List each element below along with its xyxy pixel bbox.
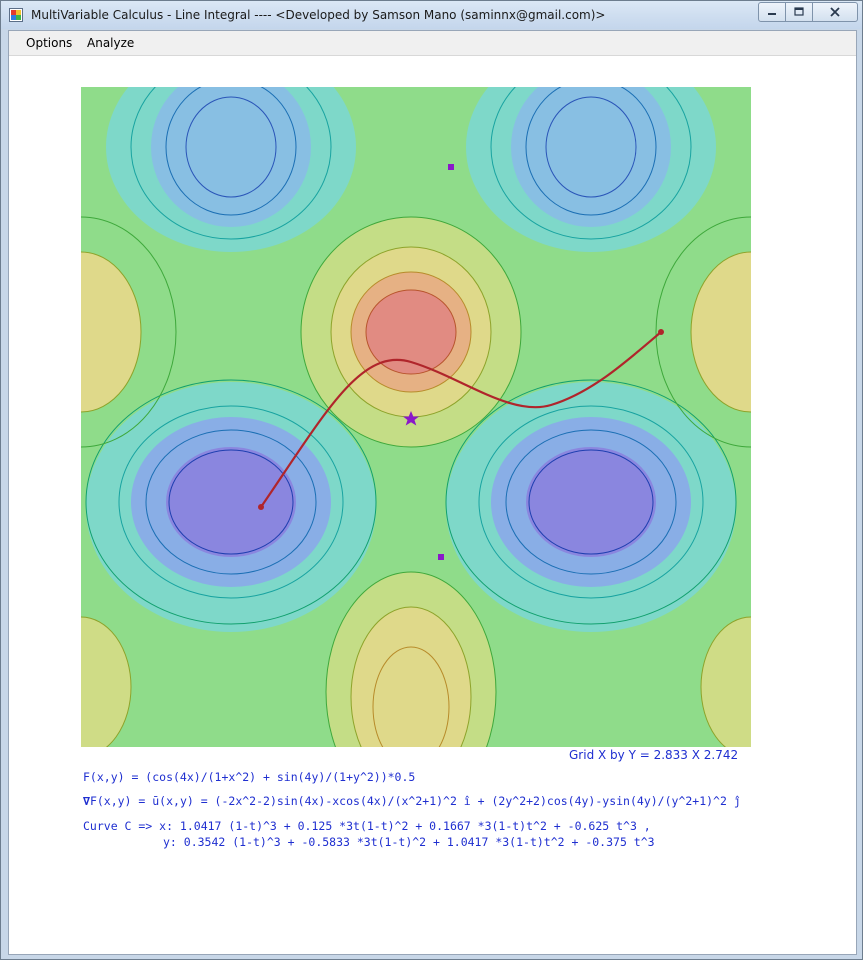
curve-end-point[interactable] — [658, 329, 664, 335]
contour-line — [81, 216, 177, 448]
star-marker[interactable] — [403, 411, 419, 426]
title-bar[interactable]: MultiVariable Calculus - Line Integral -… — [1, 1, 862, 29]
contour-line — [350, 606, 472, 747]
contour-region — [691, 252, 751, 412]
contour-line — [655, 216, 751, 448]
control-point-marker[interactable] — [438, 554, 444, 560]
close-icon — [830, 7, 840, 17]
window-title: MultiVariable Calculus - Line Integral -… — [31, 8, 606, 22]
contour-line — [118, 405, 344, 599]
contour-line — [145, 429, 317, 575]
contour-line — [490, 87, 692, 240]
function-formula: F(x,y) = (cos(4x)/(1+x^2) + sin(4y)/(1+y… — [83, 770, 416, 784]
contour-line — [165, 87, 297, 216]
contour-line — [85, 379, 377, 625]
gradient-formula: ∇F(x,y) = ū(x,y) = (-2x^2-2)sin(4x)-xcos… — [83, 794, 741, 808]
contour-line — [528, 449, 654, 555]
contour-line — [300, 216, 522, 448]
app-icon — [9, 8, 23, 22]
menu-bar: Options Analyze — [9, 31, 856, 56]
contour-region — [351, 607, 471, 747]
menu-analyze[interactable]: Analyze — [87, 36, 135, 50]
contour-region — [366, 290, 456, 374]
contour-region — [81, 617, 131, 747]
control-point-marker[interactable] — [448, 164, 454, 170]
contour-line — [505, 429, 677, 575]
contour-line — [525, 87, 657, 216]
client-area: Options Analyze — [8, 30, 857, 955]
contour-line — [185, 96, 277, 198]
curve-path — [260, 331, 662, 508]
contour-region — [166, 447, 296, 557]
contour-line — [325, 571, 497, 747]
curve-start-point[interactable] — [258, 504, 264, 510]
contour-line — [81, 616, 132, 747]
contour-region — [151, 87, 311, 227]
contour-line — [350, 271, 472, 393]
contour-line — [372, 646, 450, 747]
menu-options[interactable]: Options — [26, 36, 73, 50]
nabla-symbol: ∇ — [83, 794, 90, 808]
grid-info-label: Grid X by Y = 2.833 X 2.742 — [569, 748, 739, 762]
contour-region — [81, 252, 141, 412]
contour-line — [130, 87, 332, 240]
contour-region — [511, 87, 671, 227]
contour-line — [365, 289, 457, 375]
contour-line — [690, 251, 751, 413]
minimize-button[interactable] — [758, 2, 786, 22]
contour-plot[interactable] — [81, 87, 751, 747]
contour-line — [478, 405, 704, 599]
curve-y-formula: y: 0.3542 (1-t)^3 + -0.5833 *3t(1-t)^2 +… — [163, 835, 655, 849]
contour-line — [545, 96, 637, 198]
contour-line — [81, 251, 142, 413]
contour-line — [168, 449, 294, 555]
contour-region — [701, 617, 751, 747]
curve-x-formula: Curve C => x: 1.0417 (1-t)^3 + 0.125 *3t… — [83, 819, 651, 833]
close-button[interactable] — [812, 2, 858, 22]
contour-line — [445, 379, 737, 625]
maximize-button[interactable] — [785, 2, 813, 22]
contour-line — [700, 616, 751, 747]
maximize-icon — [794, 7, 804, 16]
minimize-icon — [768, 13, 776, 15]
contour-lines — [81, 87, 751, 747]
gradient-formula-text: F(x,y) = ū(x,y) = (-2x^2-2)sin(4x)-xcos(… — [89, 794, 741, 808]
contour-region — [526, 447, 656, 557]
